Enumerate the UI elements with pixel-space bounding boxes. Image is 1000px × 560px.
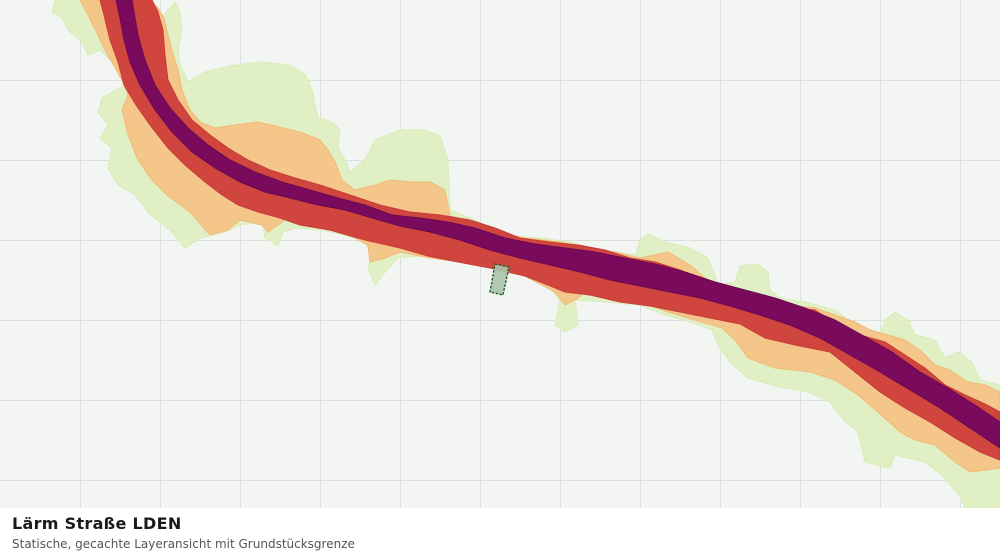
map-canvas[interactable] <box>0 0 1000 508</box>
layer-caption: Lärm Straße LDEN Statische, gecachte Lay… <box>0 508 1000 560</box>
noise-zone-core[interactable] <box>115 0 1000 449</box>
noise-zones[interactable] <box>51 0 1000 508</box>
parcel-polygon[interactable] <box>489 263 510 296</box>
layer-title: Lärm Straße LDEN <box>12 514 182 533</box>
layer-subtitle: Statische, gecachte Layeransicht mit Gru… <box>12 537 355 551</box>
parcel-boundary[interactable] <box>489 263 510 296</box>
noise-zone-inner[interactable] <box>99 0 1000 461</box>
